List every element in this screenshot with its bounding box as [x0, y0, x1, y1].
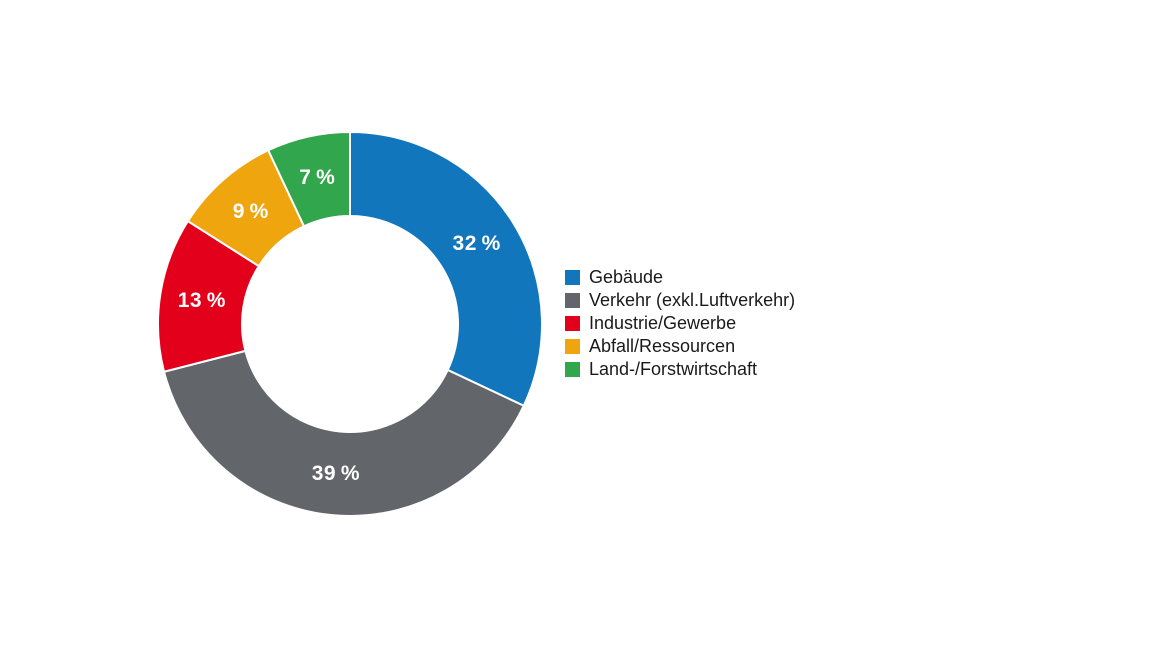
legend-label: Verkehr (exkl.Luftverkehr)	[589, 290, 796, 310]
legend-label: Land-/Forstwirtschaft	[589, 359, 758, 379]
legend-item-land-forstwirtschaft: Land-/Forstwirtschaft	[565, 358, 795, 381]
donut-slice-verkehr	[163, 349, 525, 517]
slice-label-verkehr: 39 %	[312, 462, 360, 485]
legend-label: Gebäude	[589, 267, 664, 287]
legend-swatch-icon	[565, 362, 580, 377]
donut-slice-land-forstwirtschaft	[267, 131, 351, 228]
legend-swatch-icon	[565, 293, 580, 308]
legend-label: Abfall/Ressourcen	[589, 336, 736, 356]
legend-swatch-icon	[565, 270, 580, 285]
chart-legend: Gebäude Verkehr (exkl.Luftverkehr) Industr…	[565, 266, 795, 381]
legend-swatch-icon	[565, 339, 580, 354]
legend-item-abfall-ressourcen: Abfall/Ressourcen	[565, 335, 795, 358]
legend-item-verkehr: Verkehr (exkl.Luftverkehr)	[565, 289, 795, 312]
legend-swatch-icon	[565, 316, 580, 331]
donut-slice-gebaeude	[349, 131, 543, 407]
slice-label-gebaeude: 32 %	[453, 232, 501, 255]
slice-label-abfall-ressourcen: 9 %	[233, 200, 269, 223]
legend-item-gebaeude: Gebäude	[565, 266, 795, 289]
legend-label: Industrie/Gewerbe	[589, 313, 737, 333]
slice-label-land-forstwirtschaft: 7 %	[299, 166, 335, 189]
slice-label-industrie-gewerbe: 13 %	[178, 289, 226, 312]
legend-item-industrie-gewerbe: Industrie/Gewerbe	[565, 312, 795, 335]
